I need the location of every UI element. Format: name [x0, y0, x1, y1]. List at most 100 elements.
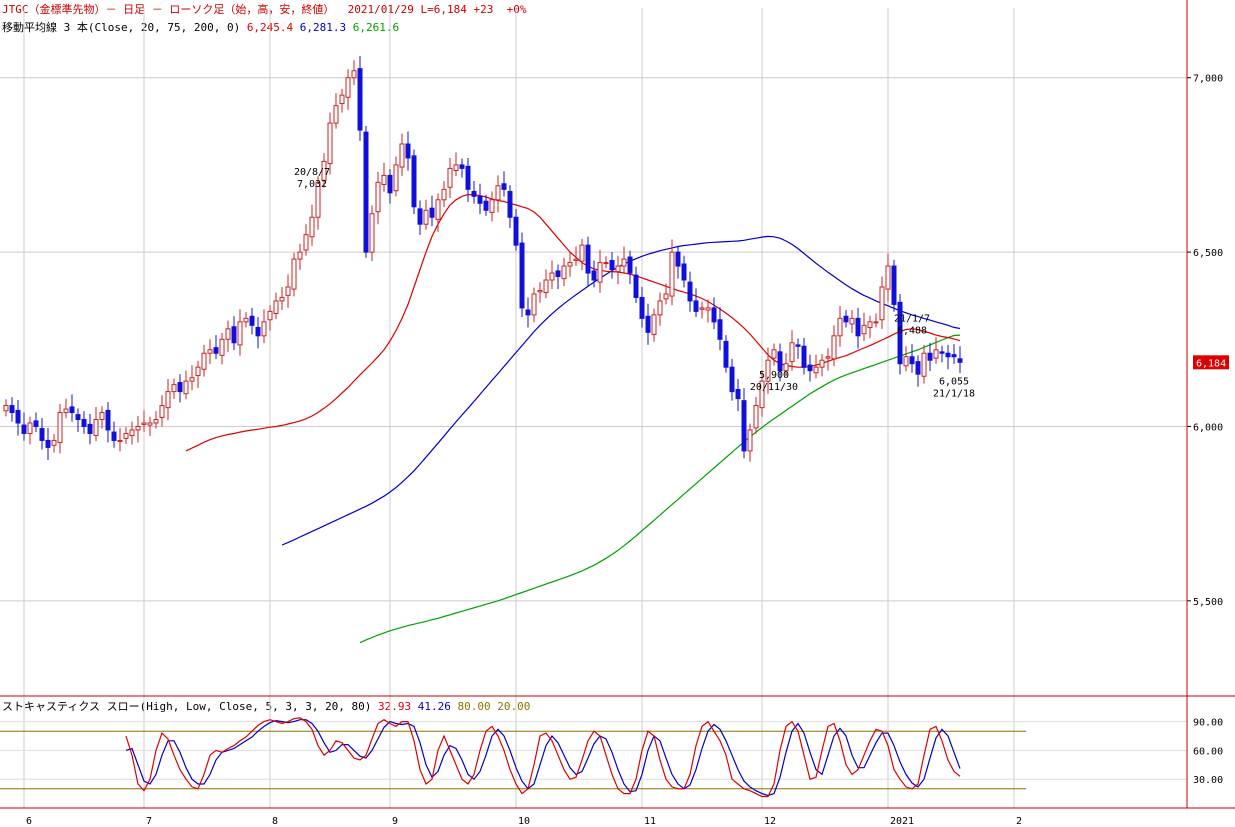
candle-up [615, 265, 621, 273]
price-tick-label: 6,500 [1193, 248, 1223, 259]
stoch-tick-label: 30.00 [1193, 775, 1223, 786]
candle-down [387, 174, 393, 194]
ma-legend-label: 移動平均線 3 本(Close, 20, 75, 200, 0) [2, 21, 241, 34]
candle-up [867, 321, 873, 328]
ma20-line [185, 194, 961, 452]
candle-up [489, 199, 495, 213]
ma75-line [281, 235, 961, 546]
time-tick-label: 6 [26, 816, 32, 827]
candle-up [333, 105, 339, 124]
last-price: L=6,184 [420, 3, 467, 16]
candle-down [843, 315, 849, 323]
candle-up [573, 258, 579, 261]
candle-up [819, 359, 825, 368]
candle-down [33, 420, 39, 427]
candle-up [243, 317, 249, 323]
candle-up [765, 359, 771, 382]
candle-down [729, 366, 735, 393]
time-tick-label: 2 [1016, 816, 1022, 827]
candle-up [375, 181, 381, 213]
candle-down [633, 274, 639, 298]
candle-up [291, 258, 297, 290]
candle-up [789, 342, 795, 363]
candle-up [171, 384, 177, 393]
annotation-value: 6,488 [897, 326, 927, 337]
candle-up [261, 321, 267, 337]
candle-up [135, 425, 141, 431]
candle-down [519, 242, 525, 309]
ma75-value: 6,281.3 [299, 21, 347, 34]
candle-down [525, 309, 531, 316]
candle-down [477, 195, 483, 204]
candle-up [219, 338, 225, 356]
candle-down [777, 351, 783, 372]
candle-up [885, 265, 891, 290]
candle-down [801, 345, 807, 368]
candle-down [213, 347, 219, 354]
candle-down [945, 352, 951, 358]
stoch-tick-label: 90.00 [1193, 718, 1223, 729]
annotation-value: 7,032 [297, 179, 327, 190]
candle-down [609, 259, 615, 271]
price-tick-label: 6,000 [1193, 422, 1223, 433]
candle-down [249, 315, 255, 326]
time-tick-label: 9 [392, 816, 398, 827]
annotation-value: 21/1/18 [933, 389, 975, 400]
candle-up [933, 349, 939, 359]
candle-down [471, 190, 477, 197]
candle-down [645, 315, 651, 333]
candle-up [189, 377, 195, 382]
candle-down [627, 256, 633, 274]
candle-up [63, 408, 69, 414]
candle-down [939, 351, 945, 354]
time-tick-label: 8 [272, 816, 278, 827]
price-tick-label: 5,500 [1193, 597, 1223, 608]
current-price-tag [1193, 355, 1229, 370]
candle-up [129, 429, 135, 437]
candle-down [717, 319, 723, 340]
candle-up [759, 380, 765, 409]
stoch-legend-label: ストキャスティクス スロー(High, Low, Close, 5, 3, 3,… [2, 700, 372, 713]
time-tick-label: 12 [764, 816, 776, 827]
candle-down [69, 406, 75, 414]
time-tick-label: 11 [644, 816, 656, 827]
time-tick-label: 2021 [890, 816, 914, 827]
candle-down [483, 200, 489, 211]
candle-up [783, 363, 789, 372]
candle-down [897, 301, 903, 365]
candle-down [585, 244, 591, 274]
candle-up [267, 310, 273, 321]
candle-down [927, 352, 933, 361]
candle-down [111, 431, 117, 441]
candle-up [531, 293, 537, 316]
candle-down [231, 326, 237, 344]
candle-up [837, 317, 843, 337]
stoch-lower-value: 20.00 [497, 700, 531, 713]
candle-up [339, 94, 345, 105]
candle-up [423, 209, 429, 225]
candle-up [321, 160, 327, 181]
candle-up [345, 77, 351, 98]
candle-up [657, 300, 663, 316]
candle-up [315, 181, 321, 218]
candle-up [57, 412, 63, 444]
stoch-tick-label: 60.00 [1193, 746, 1223, 757]
candle-down [87, 423, 93, 434]
candle-down [81, 419, 87, 427]
candle-down [957, 358, 963, 363]
candle-down [465, 165, 471, 190]
stoch-legend: ストキャスティクス スロー(High, Low, Close, 5, 3, 3,… [2, 700, 530, 713]
candle-down [39, 428, 45, 441]
candle-up [699, 307, 705, 310]
time-tick-label: 10 [518, 816, 530, 827]
candle-down [21, 424, 27, 434]
chart-date: 2021/01/29 [347, 3, 414, 16]
candle-up [567, 262, 573, 267]
candle-up [669, 251, 675, 297]
candle-up [93, 419, 99, 437]
annotation-date: 5,900 [759, 370, 789, 381]
time-tick-label: 7 [146, 816, 152, 827]
grid [0, 8, 1187, 808]
candle-up [273, 300, 279, 314]
